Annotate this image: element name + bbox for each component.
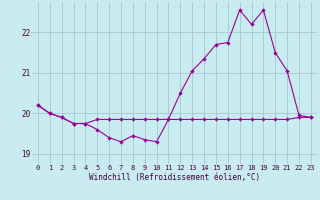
X-axis label: Windchill (Refroidissement éolien,°C): Windchill (Refroidissement éolien,°C) (89, 173, 260, 182)
